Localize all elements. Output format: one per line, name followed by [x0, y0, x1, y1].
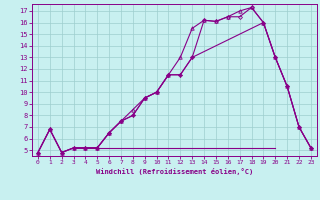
X-axis label: Windchill (Refroidissement éolien,°C): Windchill (Refroidissement éolien,°C)	[96, 168, 253, 175]
